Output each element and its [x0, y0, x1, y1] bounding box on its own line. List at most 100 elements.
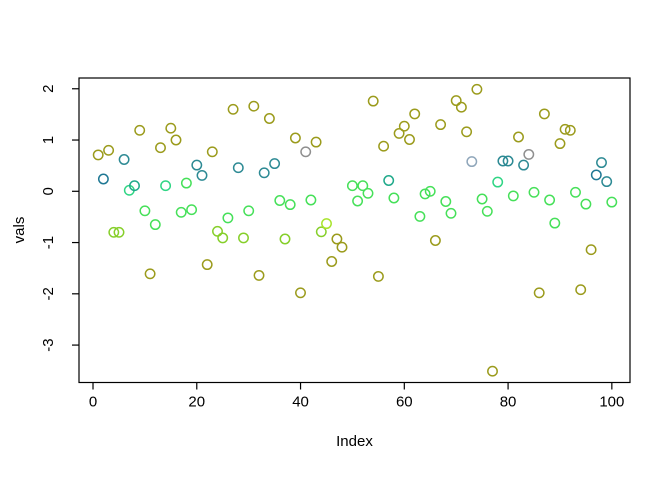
x-tick-label: 60 — [396, 394, 413, 411]
data-point — [165, 122, 177, 134]
x-axis-tick-labels: 0 20 40 60 80 100 — [89, 394, 625, 411]
y-tick-label: -3 — [40, 338, 57, 351]
data-point — [528, 186, 540, 198]
data-point — [326, 256, 338, 267]
y-tick-label: 2 — [40, 85, 57, 93]
plot-frame — [78, 77, 631, 384]
data-point — [476, 193, 488, 205]
data-point — [108, 226, 120, 238]
data-point — [409, 108, 421, 120]
data-point — [352, 195, 364, 207]
data-point — [523, 148, 535, 160]
data-point — [160, 180, 172, 192]
data-point — [362, 187, 374, 199]
data-point — [404, 134, 415, 145]
data-point — [258, 167, 270, 179]
data-point — [398, 120, 410, 132]
y-tick-label: 0 — [40, 187, 57, 195]
data-point — [393, 127, 405, 139]
data-point — [492, 176, 504, 188]
x-axis-title: Index — [336, 433, 373, 450]
data-point — [139, 205, 151, 217]
y-axis-tick-labels: -3 -2 -1 0 1 2 — [40, 85, 57, 352]
data-point — [414, 210, 426, 222]
data-point — [186, 204, 198, 216]
data-point — [596, 157, 607, 169]
data-point — [149, 219, 161, 231]
data-point — [538, 108, 550, 120]
data-point — [445, 207, 457, 219]
data-point — [533, 287, 545, 299]
data-point — [513, 131, 524, 143]
data-point — [175, 206, 187, 218]
data-point — [253, 269, 265, 281]
data-point — [113, 226, 125, 238]
data-point — [466, 156, 478, 168]
data-point — [518, 159, 530, 171]
data-point — [196, 169, 208, 181]
data-point — [217, 232, 229, 244]
data-point — [238, 232, 249, 244]
data-point — [92, 149, 104, 161]
data-point — [388, 192, 400, 204]
data-point — [606, 196, 618, 208]
data-point — [269, 158, 281, 170]
x-tick-label: 0 — [89, 394, 97, 411]
data-point — [191, 159, 203, 171]
data-point — [248, 100, 260, 112]
data-point — [435, 119, 447, 131]
data-point — [212, 225, 223, 237]
data-point — [222, 212, 234, 224]
data-point — [170, 134, 182, 146]
data-point — [378, 140, 390, 152]
data-point — [580, 198, 592, 210]
data-point — [455, 101, 467, 113]
data-point — [590, 169, 602, 181]
data-point — [564, 124, 576, 136]
data-point — [206, 146, 218, 158]
y-axis-ticks — [72, 88, 79, 346]
data-point — [295, 287, 306, 299]
data-point — [346, 180, 358, 192]
y-tick-label: 1 — [40, 136, 57, 144]
data-point — [461, 126, 473, 138]
data-point — [440, 196, 452, 207]
data-point — [507, 190, 519, 202]
data-point — [559, 123, 571, 135]
data-point — [289, 132, 301, 144]
x-axis-ticks — [92, 382, 613, 390]
data-point — [129, 180, 140, 192]
x-tick-label: 40 — [292, 394, 309, 411]
x-tick-label: 80 — [500, 394, 517, 411]
data-point — [570, 186, 581, 198]
data-point — [601, 176, 613, 188]
data-point — [300, 146, 312, 158]
data-points-layer — [92, 83, 618, 377]
data-point — [357, 180, 369, 192]
data-point — [118, 154, 130, 165]
data-point — [554, 138, 566, 150]
data-point — [315, 226, 327, 238]
data-point — [103, 144, 115, 156]
data-point — [321, 218, 332, 230]
data-point — [97, 173, 109, 185]
data-point — [279, 233, 291, 245]
x-tick-label: 100 — [599, 394, 624, 411]
data-point — [419, 188, 431, 200]
data-point — [144, 268, 156, 280]
data-point — [336, 241, 348, 253]
data-point — [549, 217, 561, 229]
data-point — [284, 199, 296, 211]
data-point — [487, 365, 498, 377]
data-point — [544, 194, 556, 206]
data-point — [263, 113, 275, 124]
data-point — [274, 195, 286, 206]
data-point — [502, 155, 514, 167]
data-point — [424, 185, 436, 197]
data-point — [232, 162, 244, 174]
data-point — [497, 155, 509, 167]
y-tick-label: -1 — [40, 236, 57, 249]
